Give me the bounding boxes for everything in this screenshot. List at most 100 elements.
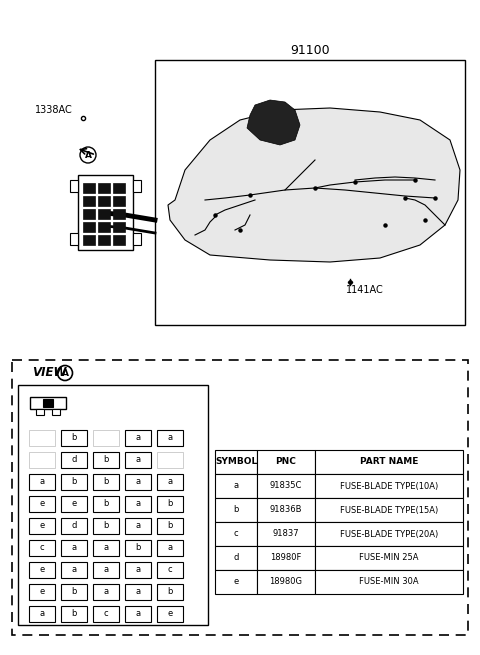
Text: FUSE-BLADE TYPE(10A): FUSE-BLADE TYPE(10A) bbox=[340, 481, 438, 491]
Bar bbox=[61, 584, 87, 600]
Bar bbox=[215, 450, 257, 474]
Bar bbox=[98, 196, 110, 206]
Polygon shape bbox=[247, 100, 300, 145]
Bar bbox=[155, 60, 465, 325]
Bar bbox=[93, 606, 119, 622]
Bar bbox=[125, 452, 151, 468]
Text: a: a bbox=[135, 455, 141, 464]
Text: e: e bbox=[39, 588, 45, 597]
Bar bbox=[98, 183, 110, 193]
Bar bbox=[61, 452, 87, 468]
Bar bbox=[93, 452, 119, 468]
Bar bbox=[18, 385, 208, 625]
Text: FUSE-BLADE TYPE(15A): FUSE-BLADE TYPE(15A) bbox=[340, 506, 438, 514]
Text: b: b bbox=[168, 521, 173, 531]
Bar bbox=[125, 562, 151, 578]
Text: b: b bbox=[103, 455, 108, 464]
Bar bbox=[133, 180, 141, 192]
Bar bbox=[43, 399, 53, 407]
Text: b: b bbox=[168, 588, 173, 597]
Bar bbox=[93, 496, 119, 512]
Bar bbox=[257, 570, 315, 594]
Text: a: a bbox=[103, 565, 108, 574]
Bar bbox=[257, 546, 315, 570]
Text: PNC: PNC bbox=[276, 457, 297, 466]
Bar bbox=[61, 606, 87, 622]
Bar bbox=[125, 584, 151, 600]
Bar bbox=[315, 498, 463, 522]
Text: b: b bbox=[72, 610, 77, 618]
Text: b: b bbox=[168, 500, 173, 508]
Bar bbox=[215, 570, 257, 594]
Text: a: a bbox=[135, 610, 141, 618]
Text: a: a bbox=[103, 588, 108, 597]
Bar bbox=[215, 546, 257, 570]
Text: c: c bbox=[40, 544, 44, 553]
Bar bbox=[157, 562, 183, 578]
Text: b: b bbox=[135, 544, 141, 553]
Text: a: a bbox=[135, 477, 141, 487]
Bar bbox=[29, 540, 55, 556]
Bar bbox=[61, 496, 87, 512]
Text: b: b bbox=[103, 500, 108, 508]
Bar bbox=[125, 496, 151, 512]
Text: a: a bbox=[168, 477, 173, 487]
Text: a: a bbox=[168, 434, 173, 443]
Text: e: e bbox=[39, 521, 45, 531]
Bar bbox=[315, 522, 463, 546]
Bar bbox=[315, 450, 463, 474]
Bar bbox=[70, 233, 78, 245]
Bar bbox=[61, 474, 87, 490]
Bar bbox=[98, 235, 110, 245]
Bar bbox=[257, 474, 315, 498]
Text: FUSE-MIN 30A: FUSE-MIN 30A bbox=[359, 578, 419, 586]
Bar bbox=[36, 409, 44, 415]
Bar bbox=[93, 430, 119, 446]
Text: 91100: 91100 bbox=[290, 43, 330, 56]
Text: 1141AC: 1141AC bbox=[346, 285, 384, 295]
Text: a: a bbox=[135, 521, 141, 531]
Bar bbox=[257, 522, 315, 546]
Text: c: c bbox=[234, 529, 238, 538]
Bar bbox=[113, 196, 125, 206]
Bar bbox=[52, 409, 60, 415]
Text: d: d bbox=[72, 521, 77, 531]
Bar bbox=[70, 180, 78, 192]
Text: e: e bbox=[168, 610, 173, 618]
Bar bbox=[133, 233, 141, 245]
Bar bbox=[125, 474, 151, 490]
Text: e: e bbox=[233, 578, 239, 586]
Bar bbox=[93, 518, 119, 534]
Text: e: e bbox=[39, 565, 45, 574]
Bar bbox=[215, 522, 257, 546]
Text: a: a bbox=[135, 500, 141, 508]
Bar bbox=[29, 430, 55, 446]
Bar bbox=[61, 562, 87, 578]
Text: a: a bbox=[72, 544, 77, 553]
Bar bbox=[157, 606, 183, 622]
Bar bbox=[125, 540, 151, 556]
Bar bbox=[157, 496, 183, 512]
Bar bbox=[125, 518, 151, 534]
Text: FUSE-MIN 25A: FUSE-MIN 25A bbox=[359, 553, 419, 563]
Text: VIEW: VIEW bbox=[32, 367, 67, 379]
Text: PART NAME: PART NAME bbox=[360, 457, 418, 466]
Bar bbox=[93, 474, 119, 490]
Bar bbox=[157, 540, 183, 556]
Bar bbox=[215, 474, 257, 498]
Bar bbox=[315, 546, 463, 570]
Bar bbox=[93, 562, 119, 578]
Bar bbox=[29, 452, 55, 468]
Bar bbox=[0, 0, 480, 355]
Bar bbox=[257, 498, 315, 522]
Bar bbox=[215, 498, 257, 522]
Text: e: e bbox=[72, 500, 77, 508]
Text: A: A bbox=[61, 369, 69, 377]
Bar bbox=[125, 430, 151, 446]
Bar bbox=[315, 474, 463, 498]
Bar bbox=[83, 222, 95, 232]
Text: c: c bbox=[104, 610, 108, 618]
Text: b: b bbox=[103, 521, 108, 531]
Bar bbox=[78, 175, 133, 250]
Bar bbox=[29, 496, 55, 512]
